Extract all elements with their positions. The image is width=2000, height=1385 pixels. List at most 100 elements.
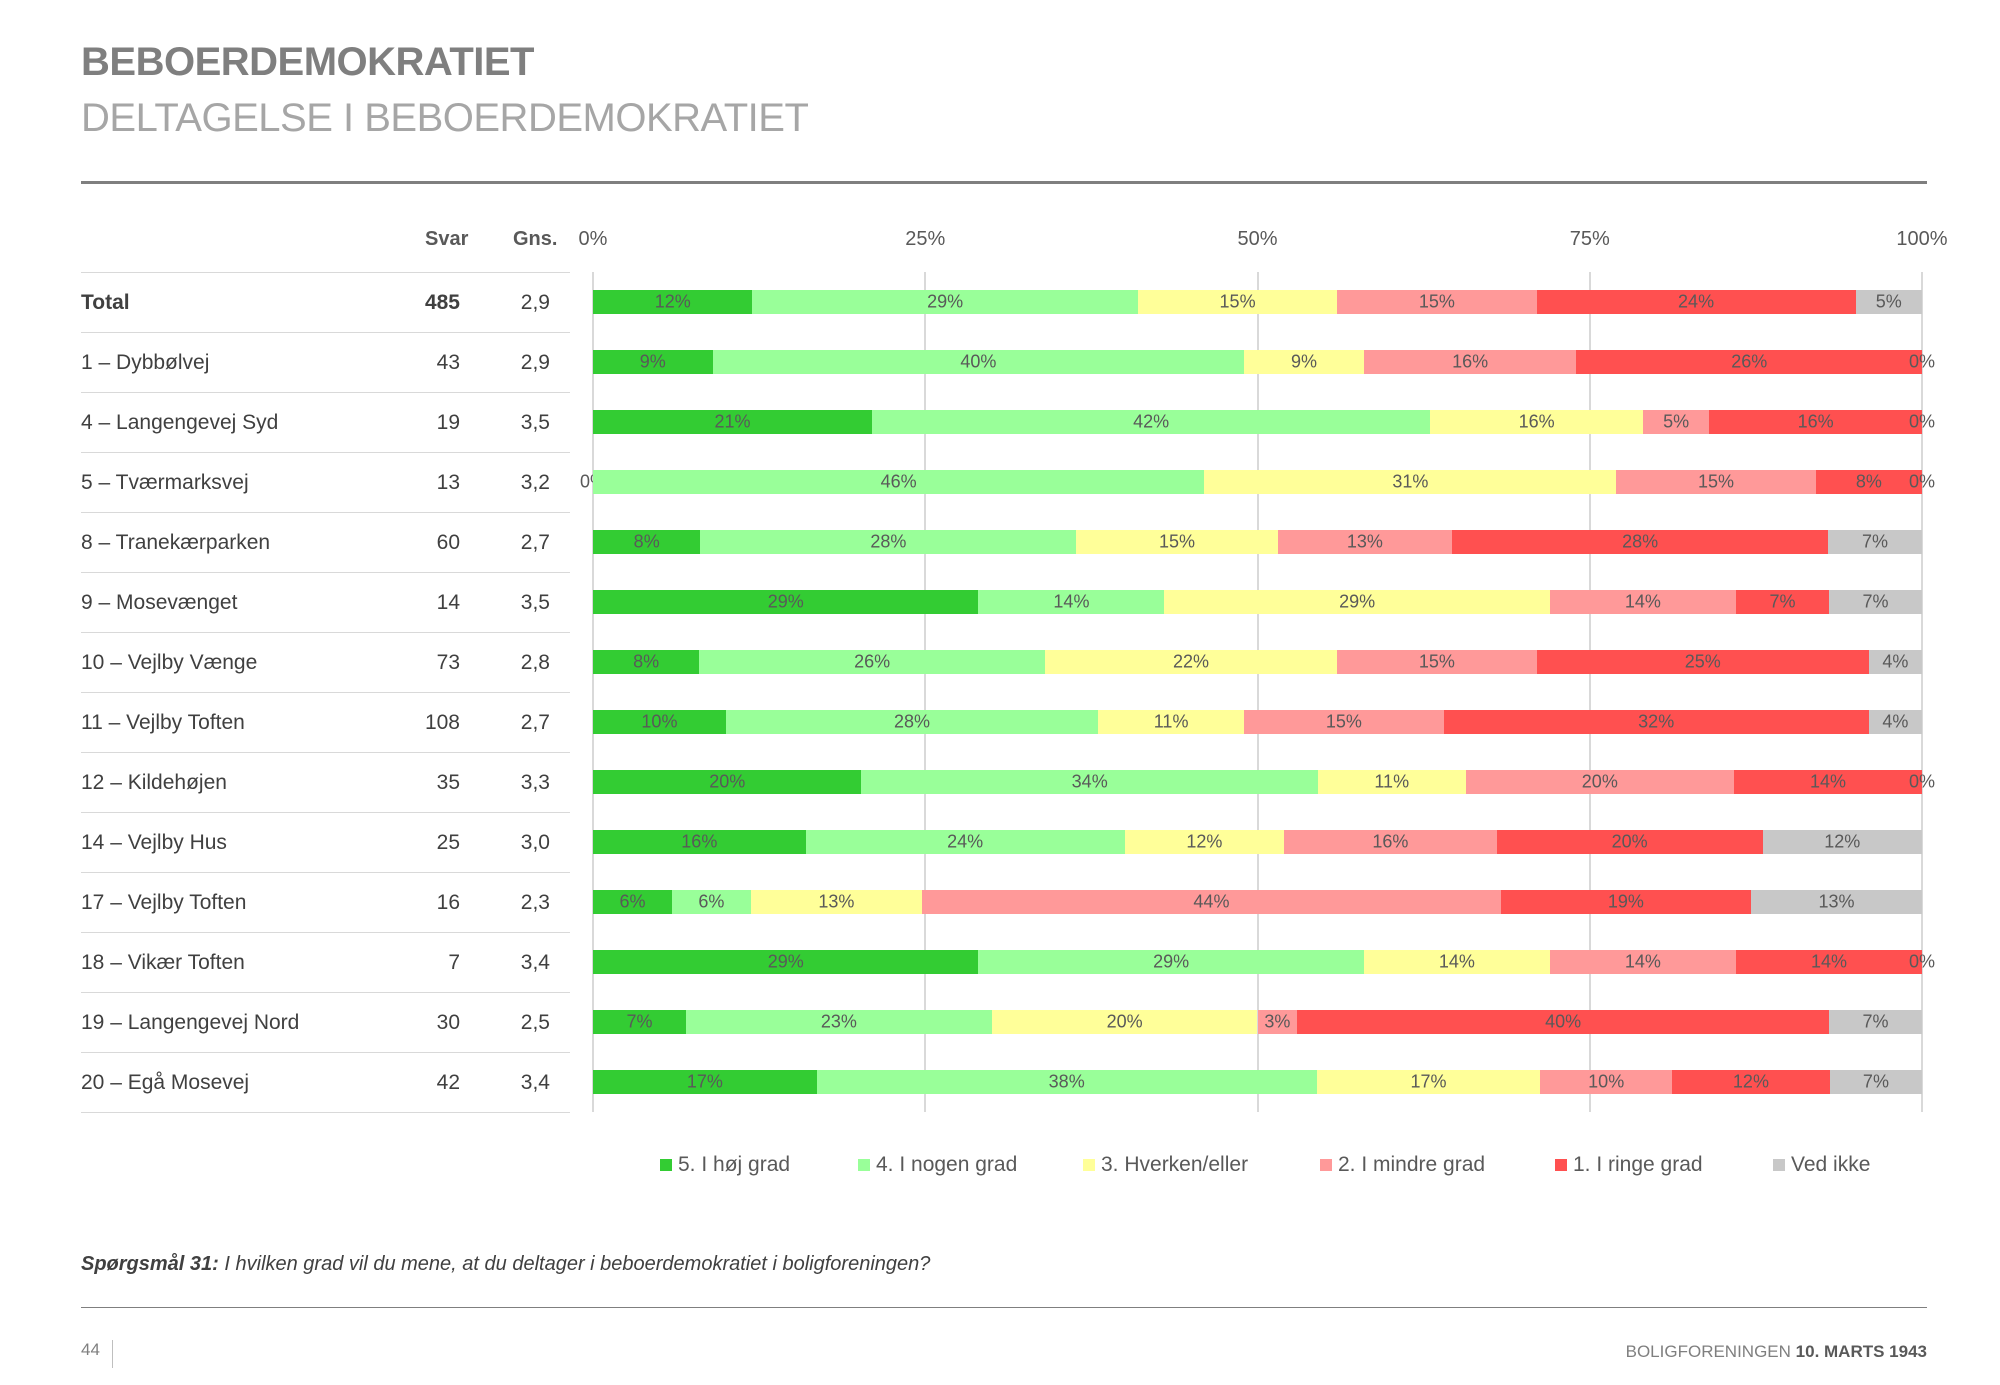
gns-value: 2,7 (520, 711, 550, 734)
bar-segment (1076, 530, 1278, 554)
bar-segment (1277, 530, 1453, 554)
table-row: 19 – Langengevej Nord 30 2,5 (81, 992, 570, 1053)
data-label: 13% (1818, 891, 1855, 912)
bar-segment (593, 410, 873, 434)
table-row: 9 – Mosevænget 14 3,5 (81, 572, 570, 633)
gns-value: 3,3 (520, 771, 550, 794)
data-label: 40% (960, 351, 997, 372)
row-label: 11 – Vejlby Toften (81, 711, 245, 734)
data-label: 9% (639, 351, 666, 372)
bar-segment (1337, 650, 1537, 674)
legend-label: 5. I høj grad (678, 1153, 791, 1176)
bar-segment (1244, 350, 1364, 374)
bar-segment (1868, 650, 1922, 674)
axis-tick-label: 100% (1896, 228, 1948, 250)
bar-segment (1828, 590, 1922, 614)
gns-value: 2,5 (520, 1011, 550, 1034)
bar-segment (1257, 1010, 1298, 1034)
data-label: 16% (1518, 411, 1555, 432)
bar-segment (1443, 710, 1869, 734)
data-label: 29% (1339, 591, 1376, 612)
question-text: Spørgsmål 31: I hvilken grad vil du mene… (81, 1253, 930, 1276)
bar-segment (1828, 1010, 1922, 1034)
row-label: 10 – Vejlby Vænge (81, 651, 258, 674)
bar-segment (700, 530, 1077, 554)
gns-value: 3,5 (520, 591, 550, 614)
data-label: 7% (1861, 531, 1889, 552)
data-label: 15% (1158, 531, 1195, 552)
axis-tick-label: 75% (1569, 228, 1610, 250)
data-label: 14% (1438, 951, 1475, 972)
gridline (1588, 272, 1591, 1112)
bar-segment (1762, 830, 1922, 854)
data-label: 19% (1607, 891, 1644, 912)
data-label: 21% (714, 411, 751, 432)
svar-value: 42 (436, 1071, 460, 1094)
svar-value: 43 (436, 351, 460, 374)
data-label: 12% (1732, 1071, 1769, 1092)
bar-segment (1204, 470, 1617, 494)
data-label: 14% (1810, 771, 1847, 792)
bar-segment (1735, 590, 1829, 614)
gns-value: 3,2 (520, 471, 550, 494)
gridline (1256, 272, 1259, 1112)
legend-label: 4. I nogen grad (876, 1153, 1018, 1176)
data-label: 15% (1325, 711, 1362, 732)
row-label: Total (81, 291, 130, 314)
row-label: 14 – Vejlby Hus (81, 831, 227, 854)
row-label: 9 – Mosevænget (81, 591, 238, 614)
data-label: 12% (654, 291, 691, 312)
bar-segment (1549, 590, 1736, 614)
data-label: 7% (1769, 591, 1796, 612)
data-label: 12% (1824, 831, 1861, 852)
bar-segment (686, 1010, 992, 1034)
row-label: 20 – Egå Mosevej (81, 1071, 250, 1094)
data-label: 7% (1862, 591, 1889, 612)
data-label: 20% (1581, 771, 1618, 792)
bar-segment (1735, 950, 1922, 974)
data-label: 8% (633, 531, 660, 552)
bar-segment (1828, 530, 1922, 554)
bar-segment (1734, 770, 1922, 794)
bar-segment (921, 890, 1501, 914)
table-row: 10 – Vejlby Vænge 73 2,8 (81, 632, 570, 693)
table-row: 20 – Egå Mosevej 42 3,4 (81, 1052, 570, 1113)
data-label: 0% (1908, 471, 1936, 492)
bar-segment (593, 1010, 687, 1034)
data-label: 42% (1133, 411, 1170, 432)
data-label: 14% (1053, 591, 1090, 612)
gridline (1921, 272, 1923, 1112)
bar-segment (1317, 770, 1466, 794)
data-label: 40% (1545, 1011, 1582, 1032)
data-label: 28% (870, 531, 907, 552)
bar-segment (671, 890, 751, 914)
data-label: 6% (619, 891, 646, 912)
bar-segment (1316, 1070, 1541, 1094)
data-label: 0% (1908, 771, 1936, 792)
gns-value: 3,0 (520, 831, 550, 854)
axis-tick-label: 0% (578, 228, 608, 250)
legend-swatch-icon (1320, 1159, 1332, 1171)
svar-value: 30 (436, 1011, 460, 1034)
table-row: 11 – Vejlby Toften 108 2,7 (81, 692, 570, 753)
table-row: 8 – Tranekærparken 60 2,7 (81, 512, 570, 573)
footer-date: 10. MARTS 1943 (1795, 1342, 1927, 1361)
bar-segment (1855, 290, 1922, 314)
bar-segment (1124, 830, 1285, 854)
bar-segment (1465, 770, 1735, 794)
column-header-gns: Gns. (513, 228, 558, 250)
data-label: 28% (1622, 531, 1659, 552)
bar-segment (1540, 1070, 1672, 1094)
gns-value: 2,7 (520, 531, 550, 554)
data-label: 10% (1588, 1071, 1625, 1092)
data-label: 0% (1908, 411, 1936, 432)
legend-item: 2. I mindre grad (1320, 1153, 1485, 1177)
data-label: 34% (1071, 771, 1108, 792)
question-body: I hvilken grad vil du mene, at du deltag… (218, 1253, 931, 1275)
data-label: 7% (1862, 1071, 1889, 1092)
data-label: 15% (1418, 291, 1455, 312)
data-label: 16% (1797, 411, 1834, 432)
bar-segment (1452, 530, 1829, 554)
gns-value: 3,5 (520, 411, 550, 434)
legend-item: 3. Hverken/eller (1083, 1153, 1248, 1177)
